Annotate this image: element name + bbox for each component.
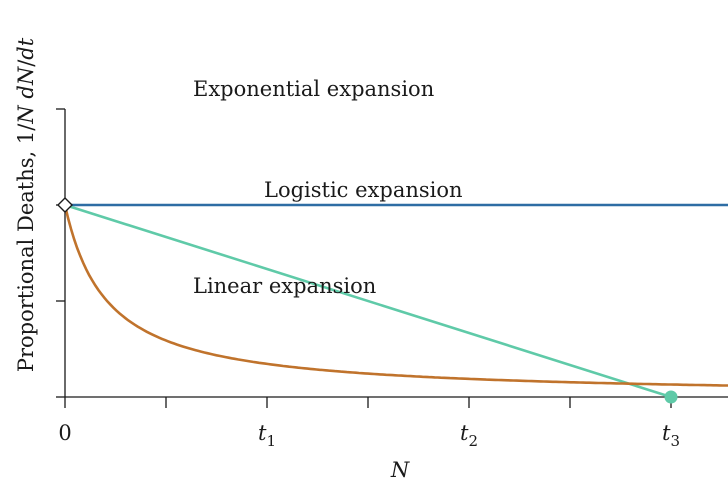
series-labels: Exponential expansion Logistic expansion L… — [193, 77, 463, 298]
logistic-expansionline — [64, 203, 672, 399]
x-axis-label: N — [390, 458, 410, 482]
circle-marker — [664, 390, 678, 404]
series-group — [63, 203, 728, 399]
y-ticks — [56, 108, 65, 398]
diamond-marker — [57, 197, 73, 213]
markers — [57, 197, 678, 404]
series-label: Linear expansion — [193, 274, 376, 298]
x-tick-label: t2 — [460, 421, 478, 450]
y-axis-label: Proportional Deaths, 1/N dN/dt — [14, 37, 38, 372]
series-label: Logistic expansion — [264, 178, 463, 202]
x-tick-label: t3 — [662, 421, 680, 450]
x-tick-label: 0 — [58, 421, 71, 445]
x-tick-labels: 0 t1 t2 t3 — [58, 421, 680, 450]
series-label: Exponential expansion — [193, 77, 434, 101]
x-ticks — [64, 397, 672, 408]
axes — [56, 108, 728, 408]
linear-expansionline — [63, 204, 728, 387]
x-tick-label: t1 — [258, 421, 276, 450]
